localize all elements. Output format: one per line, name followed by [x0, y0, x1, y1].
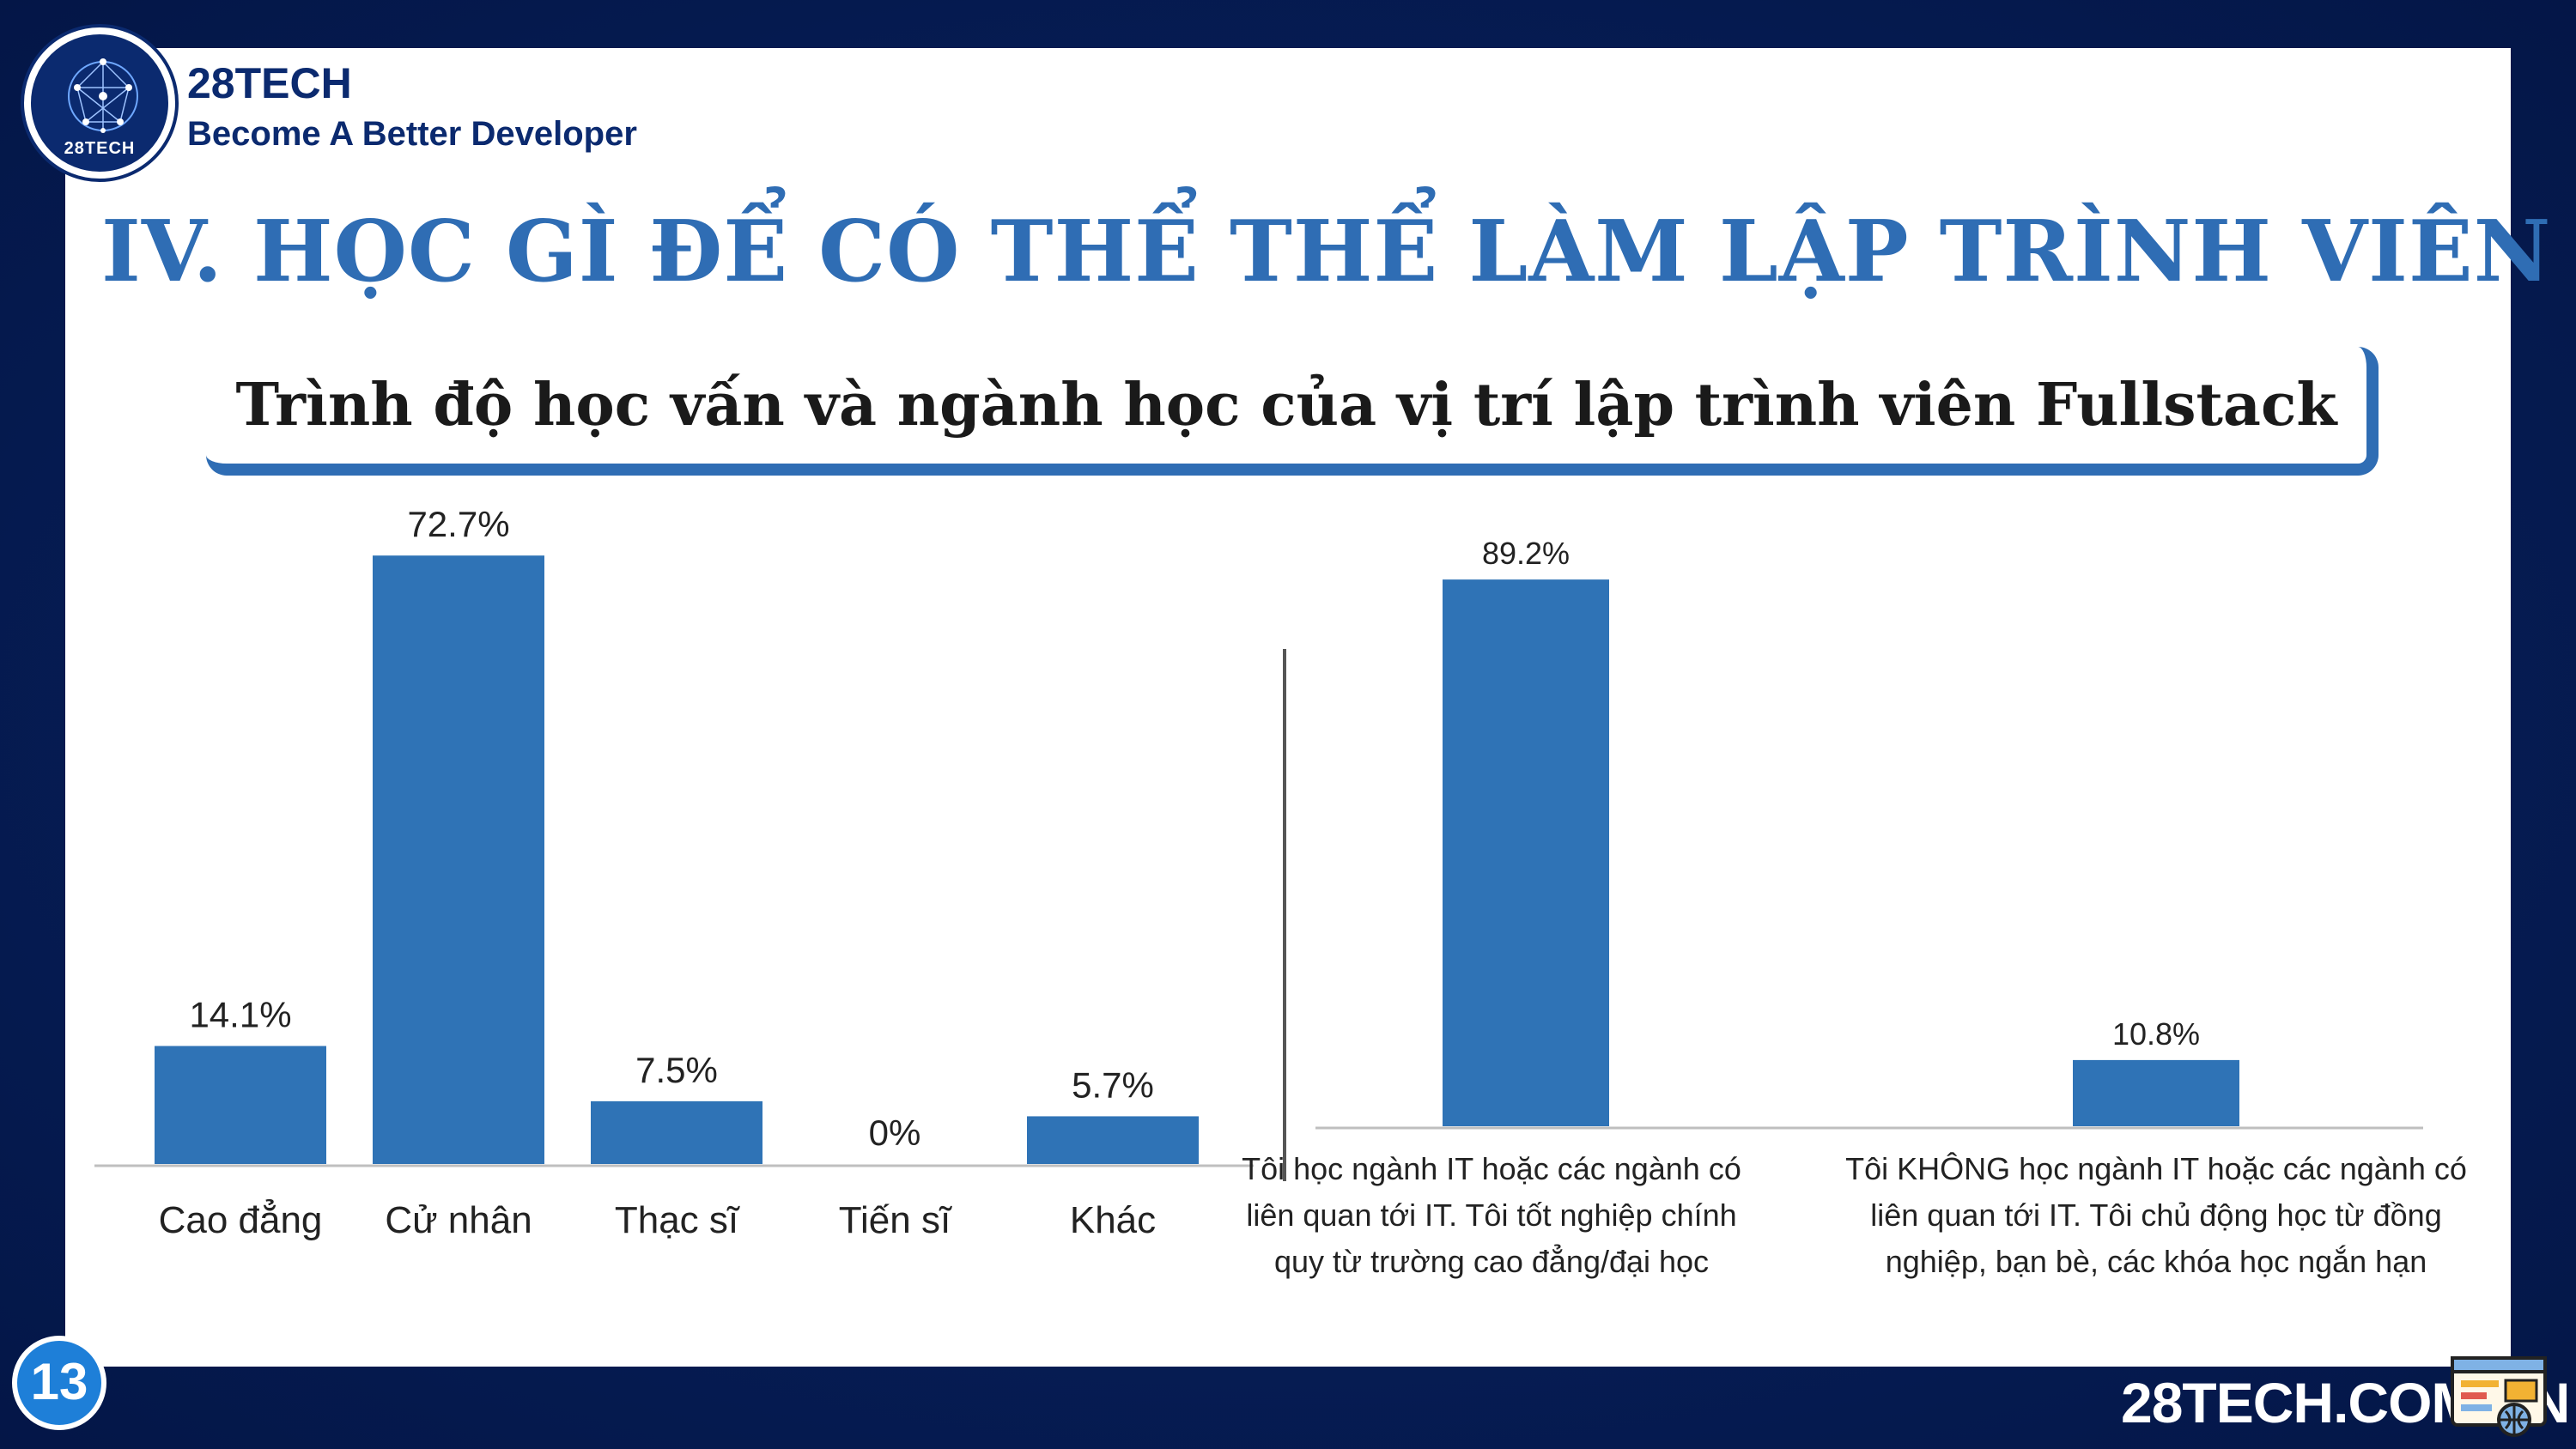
network-globe-icon [68, 58, 138, 133]
logo-text: 28TECH [64, 139, 136, 158]
category-label: Tôi học ngành IT hoặc các ngành có [1242, 1151, 1741, 1186]
slide-title: IV. HỌC GÌ ĐỂ CÓ THỂ THỂ LÀM LẬP TRÌNH V… [101, 203, 2552, 301]
bar [1443, 579, 1609, 1126]
data-label: 7.5% [635, 1050, 718, 1090]
category-label: Thạc sĩ [615, 1199, 740, 1241]
data-label: 14.1% [189, 995, 291, 1035]
category-label: quy từ trường cao đẳng/đại học [1274, 1243, 1709, 1279]
web-browser-icon [2451, 1356, 2547, 1437]
category-label: Tiến sĩ [839, 1199, 952, 1241]
brand-logo: 28TECH [24, 27, 175, 179]
page-number-badge: 13 [12, 1336, 106, 1430]
brand-tagline: Become A Better Developer [187, 115, 637, 153]
category-label: Khác [1070, 1199, 1156, 1241]
category-label: Tôi KHÔNG học ngành IT hoặc các ngành có [1845, 1151, 2467, 1186]
data-label: 0% [869, 1113, 921, 1153]
bar [2073, 1059, 2239, 1126]
data-label: 10.8% [2112, 1016, 2200, 1052]
bar [1027, 1116, 1199, 1164]
subtitle-box: Trình độ học vấn và ngành học của vị trí… [206, 347, 2379, 476]
data-label: 5.7% [1072, 1064, 1154, 1105]
category-label: nghiệp, bạn bè, các khóa học ngắn hạn [1886, 1244, 2427, 1279]
brand-name: 28TECH [187, 59, 352, 107]
category-label: liên quan tới IT. Tôi tốt nghiệp chính [1246, 1197, 1736, 1233]
bar [373, 555, 544, 1164]
category-label: Cao đẳng [159, 1197, 323, 1241]
data-label: 72.7% [407, 504, 509, 544]
bar [591, 1100, 762, 1164]
slide-subtitle: Trình độ học vấn và ngành học của vị trí… [235, 371, 2337, 440]
bar [155, 1046, 326, 1164]
data-label: 89.2% [1482, 536, 1570, 571]
category-label: Cử nhân [385, 1199, 532, 1241]
category-label: liên quan tới IT. Tôi chủ động học từ đồ… [1870, 1197, 2441, 1233]
